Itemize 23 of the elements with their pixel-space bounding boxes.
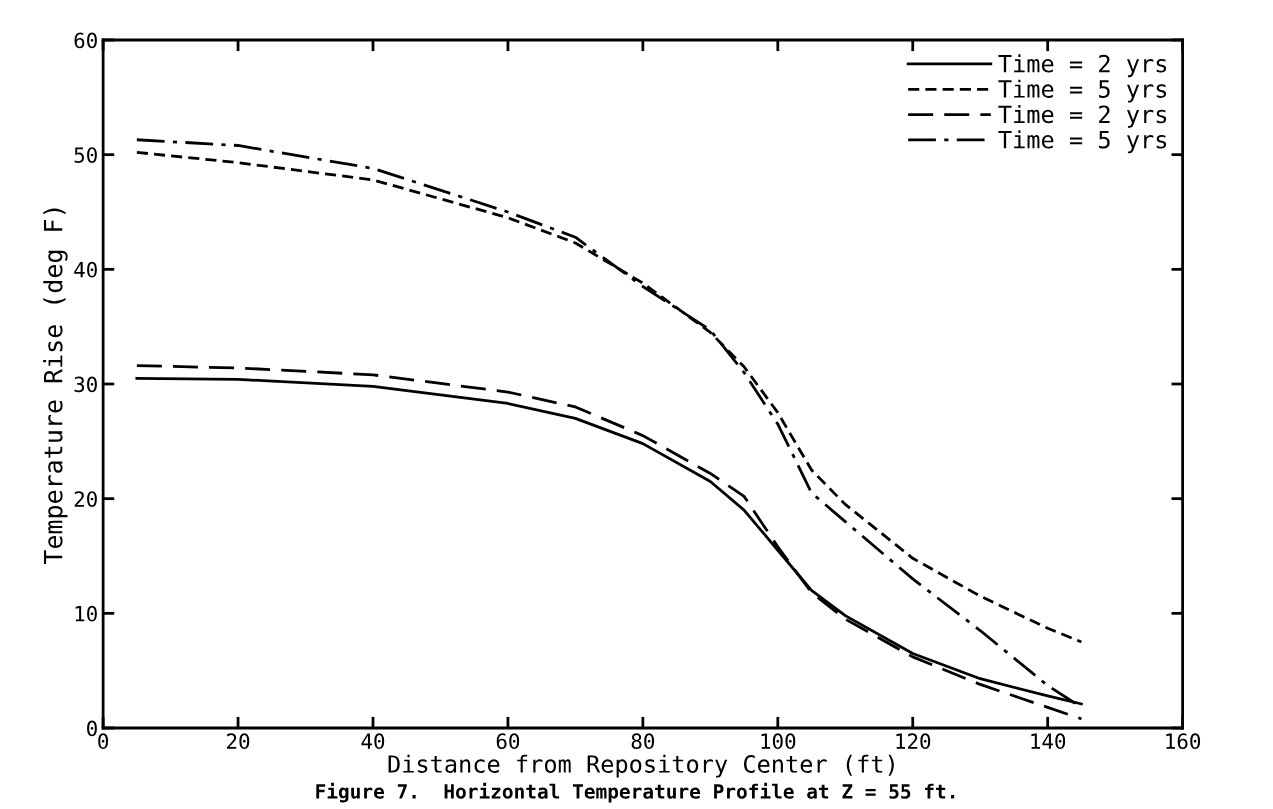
- x-tick-label: 20: [227, 733, 250, 750]
- x-tick-label: 80: [631, 733, 655, 750]
- y-axis-title: Temperature Rise (deg F): [43, 208, 68, 565]
- legend-label: Time = 5 yrs: [998, 130, 1167, 154]
- x-tick-label: 140: [1031, 733, 1066, 750]
- y-tick-label: 40: [74, 261, 97, 278]
- legend-label: Time = 5 yrs: [998, 79, 1167, 103]
- legend-label: Time = 2 yrs: [998, 104, 1167, 128]
- caption: Figure 7. Horizontal Temperature Profile at Z = 55 ft.: [316, 782, 955, 803]
- y-tick-label: 10: [75, 605, 97, 622]
- x-tick-label: 40: [361, 733, 385, 750]
- y-tick-label: 60: [74, 32, 97, 49]
- x-tick-label: 120: [896, 733, 931, 750]
- y-tick-label: 20: [74, 491, 97, 507]
- y-tick-label: 0: [87, 720, 97, 737]
- x-tick-label: 60: [496, 733, 520, 750]
- x-axis-title: Distance from Repository Center (ft): [388, 754, 894, 778]
- legend-label: Time = 2 yrs: [998, 54, 1167, 78]
- y-tick-label: 30: [74, 376, 97, 393]
- x-tick-label: 100: [761, 733, 796, 750]
- x-tick-label: 0: [98, 733, 109, 750]
- x-tick-label: 160: [1166, 733, 1201, 750]
- y-tick-label: 50: [74, 147, 97, 163]
